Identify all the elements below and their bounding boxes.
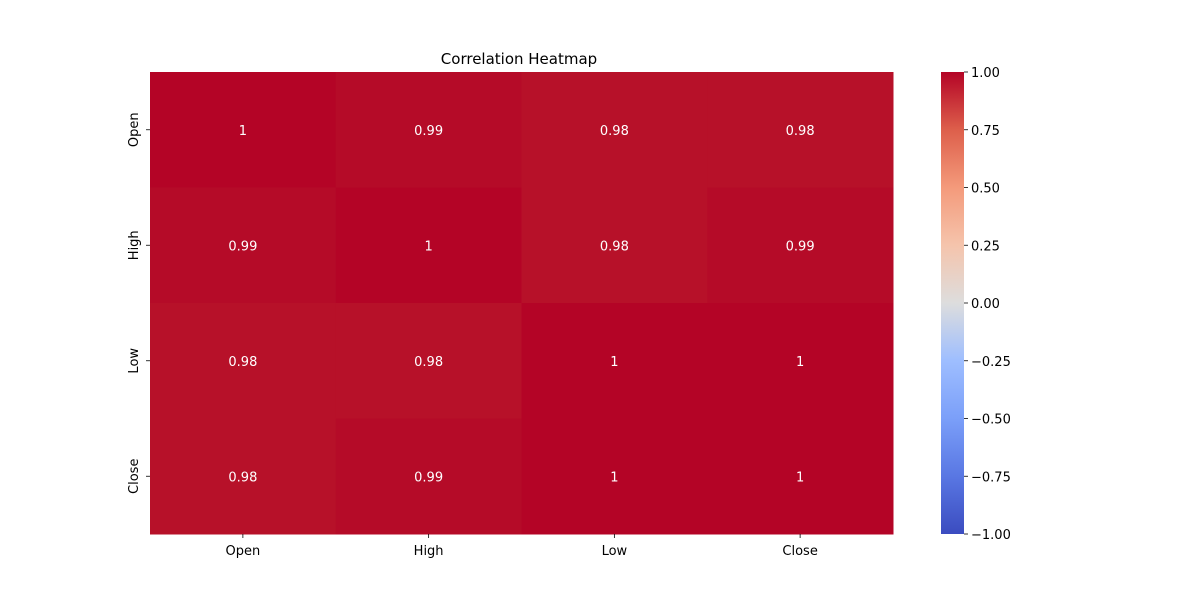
chart-title: Correlation Heatmap — [441, 50, 597, 68]
heatmap-cell-low-low — [521, 303, 708, 419]
cell-annotation-open-low: 0.98 — [600, 124, 629, 139]
colorbar-tick-label: −0.50 — [971, 413, 1011, 428]
x-tick-label-low: Low — [602, 544, 628, 559]
colorbar-tick-label: 0.25 — [971, 239, 1000, 254]
heatmap-annotations: 1 0.99 0.98 0.98 0.99 1 0.98 0.99 0.98 0.98 1 1 0.98… — [228, 124, 814, 486]
cell-annotation-close-close: 1 — [796, 470, 804, 485]
cell-annotation-low-close: 1 — [796, 355, 804, 370]
heatmap-cells — [150, 72, 894, 535]
y-tick-label-close: Close — [127, 459, 142, 494]
heatmap-cell-high-low — [521, 187, 708, 304]
y-tick-label-open: Open — [127, 112, 142, 147]
heatmap-cell-high-high — [335, 187, 522, 304]
colorbar-tick-label: 0.00 — [971, 297, 1000, 312]
x-tick-label-high: High — [414, 544, 444, 559]
cell-annotation-low-low: 1 — [610, 355, 618, 370]
heatmap-cell-close-low — [521, 418, 708, 535]
cell-annotation-high-high: 1 — [424, 239, 432, 254]
heatmap-cell-high-close — [707, 187, 894, 304]
cell-annotation-low-open: 0.98 — [228, 355, 257, 370]
heatmap-cell-open-low — [521, 72, 708, 188]
cell-annotation-close-open: 0.98 — [228, 470, 257, 485]
y-tick-label-low: Low — [127, 348, 142, 374]
heatmap-cell-low-high — [335, 303, 522, 419]
heatmap-cell-close-high — [335, 418, 522, 535]
cell-annotation-open-open: 1 — [239, 124, 247, 139]
colorbar-tick-label: −0.25 — [971, 355, 1011, 370]
y-axis-ticks: Open High Low Close — [127, 112, 150, 494]
heatmap-cell-open-high — [335, 72, 522, 188]
y-tick-label-high: High — [127, 230, 142, 260]
colorbar-gradient — [941, 72, 964, 534]
x-tick-label-close: Close — [782, 544, 817, 559]
heatmap-cell-open-close — [707, 72, 894, 188]
heatmap-cell-close-close — [707, 418, 894, 535]
colorbar-tick-label: 1.00 — [971, 66, 1000, 81]
colorbar-tick-label: −0.75 — [971, 470, 1011, 485]
heatmap-cell-high-open — [150, 187, 337, 304]
x-axis-ticks: Open High Low Close — [226, 534, 818, 559]
heatmap-cell-open-open — [150, 72, 337, 188]
cell-annotation-high-close: 0.99 — [786, 239, 815, 254]
cell-annotation-high-open: 0.99 — [228, 239, 257, 254]
cell-annotation-high-low: 0.98 — [600, 239, 629, 254]
cell-annotation-open-close: 0.98 — [786, 124, 815, 139]
colorbar: 1.00 0.75 0.50 0.25 0.00 −0.25 −0.50 −0.75 −1.00 — [941, 66, 1011, 543]
heatmap-cell-low-open — [150, 303, 337, 419]
heatmap-cell-low-close — [707, 303, 894, 419]
x-tick-label-open: Open — [226, 544, 261, 559]
colorbar-tick-label: 0.75 — [971, 124, 1000, 139]
heatmap-cell-close-open — [150, 418, 337, 535]
cell-annotation-close-low: 1 — [610, 470, 618, 485]
cell-annotation-open-high: 0.99 — [414, 124, 443, 139]
colorbar-tick-label: 0.50 — [971, 182, 1000, 197]
cell-annotation-low-high: 0.98 — [414, 355, 443, 370]
cell-annotation-close-high: 0.99 — [414, 470, 443, 485]
colorbar-tick-label: −1.00 — [971, 528, 1011, 543]
